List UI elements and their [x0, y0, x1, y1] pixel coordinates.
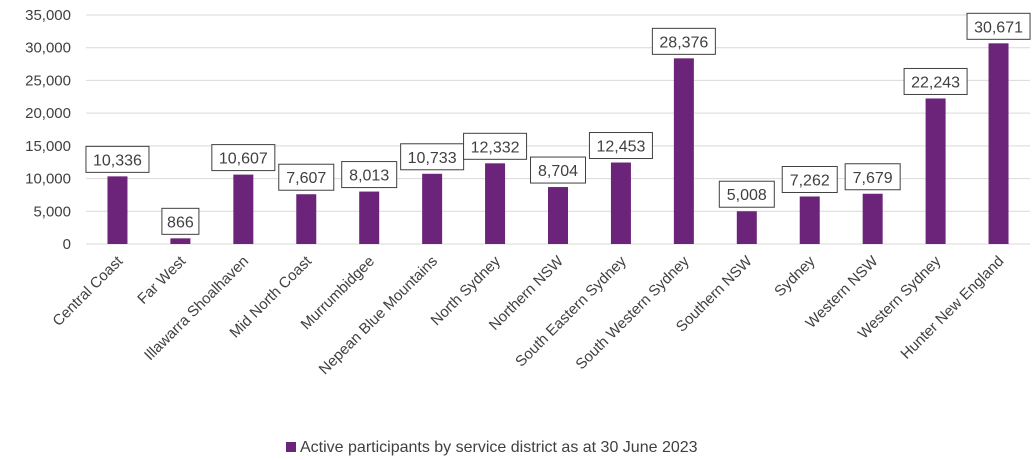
data-label-box	[903, 67, 968, 95]
data-label: 30,671	[966, 12, 1031, 40]
y-tick-label: 15,000	[25, 138, 71, 155]
bar	[799, 196, 820, 244]
bar	[925, 98, 946, 245]
data-label-box	[588, 132, 653, 160]
data-label: 10,607	[211, 144, 276, 172]
data-label-text: 10,607	[219, 151, 268, 168]
y-tick-label: 30,000	[25, 40, 71, 57]
data-label-box	[781, 165, 838, 193]
y-tick-label: 25,000	[25, 72, 71, 89]
data-label-box	[161, 207, 200, 235]
bar	[422, 173, 443, 244]
y-tick-label: 20,000	[25, 105, 71, 122]
data-label-text: 10,336	[93, 152, 142, 169]
data-label-text: 7,607	[286, 170, 326, 187]
data-label: 12,332	[463, 132, 528, 160]
x-tick-label: South Eastern Sydney	[512, 252, 630, 370]
bar	[296, 194, 317, 244]
data-label-box	[718, 180, 775, 208]
data-label-box	[85, 145, 150, 173]
data-label: 22,243	[903, 67, 968, 95]
data-label-text: 7,679	[853, 170, 893, 187]
bar	[862, 193, 883, 244]
data-labels: 10,336 866 10,607 7,607 8,013 10,733 12,332 8,7…	[85, 12, 1031, 235]
data-label: 866	[161, 207, 200, 235]
bar	[233, 174, 254, 244]
data-label: 28,376	[651, 27, 716, 55]
data-label-box	[651, 27, 716, 55]
bar	[736, 211, 757, 244]
data-label-text: 12,453	[596, 139, 645, 156]
data-label: 8,704	[530, 156, 586, 184]
y-axis: 0 5,000 10,000 15,000 20,000 25,000 30,000 35,0…	[25, 7, 71, 253]
legend: Active participants by service district …	[286, 439, 698, 456]
data-label-text: 7,262	[790, 172, 830, 189]
data-label: 10,733	[400, 143, 465, 171]
data-label-text: 10,733	[408, 150, 457, 167]
legend-swatch	[286, 442, 296, 452]
legend-label: Active participants by service district …	[300, 439, 698, 456]
data-label-text: 30,671	[974, 19, 1023, 36]
x-tick-label: Sydney	[771, 252, 819, 300]
data-label-box	[341, 161, 398, 189]
bar	[673, 58, 694, 244]
bar	[485, 163, 506, 244]
bar	[988, 43, 1009, 244]
data-label: 7,607	[278, 163, 335, 191]
y-tick-label: 5,000	[33, 203, 71, 220]
data-label-box	[211, 144, 276, 172]
data-label-box	[278, 163, 335, 191]
bar	[548, 187, 568, 244]
data-label-text: 866	[167, 214, 194, 231]
data-label: 7,262	[781, 165, 838, 193]
x-tick-label: Hunter New England	[897, 253, 1007, 363]
data-label-text: 12,332	[471, 139, 520, 156]
x-tick-label: Far West	[134, 252, 189, 307]
data-label-box	[844, 163, 901, 191]
data-label-text: 22,243	[911, 74, 960, 91]
data-label-box	[966, 12, 1031, 40]
bar	[170, 238, 191, 244]
x-tick-label: Illawarra Shoalhaven	[141, 253, 252, 364]
data-label-text: 8,013	[349, 168, 389, 185]
data-label: 7,679	[844, 163, 901, 191]
y-tick-label: 0	[63, 236, 71, 253]
data-label-box	[400, 143, 465, 171]
data-label: 10,336	[85, 145, 150, 173]
data-label: 8,013	[341, 161, 398, 189]
bars	[107, 43, 1009, 245]
data-label: 5,008	[718, 180, 775, 208]
y-tick-label: 35,000	[25, 7, 71, 24]
x-tick-label: South Western Sydney	[572, 252, 693, 373]
data-label-box	[463, 132, 528, 160]
y-tick-label: 10,000	[25, 171, 71, 188]
data-label-text: 28,376	[659, 34, 708, 51]
bar	[359, 191, 380, 244]
bar	[107, 176, 128, 244]
data-label-text: 8,704	[538, 163, 578, 180]
data-label: 12,453	[588, 132, 653, 160]
x-tick-label: Central Coast	[49, 252, 126, 329]
data-label-box	[530, 156, 586, 184]
x-tick-label: Nepean Blue Mountains	[316, 253, 441, 378]
data-label-text: 5,008	[727, 187, 767, 204]
bar	[610, 162, 631, 244]
